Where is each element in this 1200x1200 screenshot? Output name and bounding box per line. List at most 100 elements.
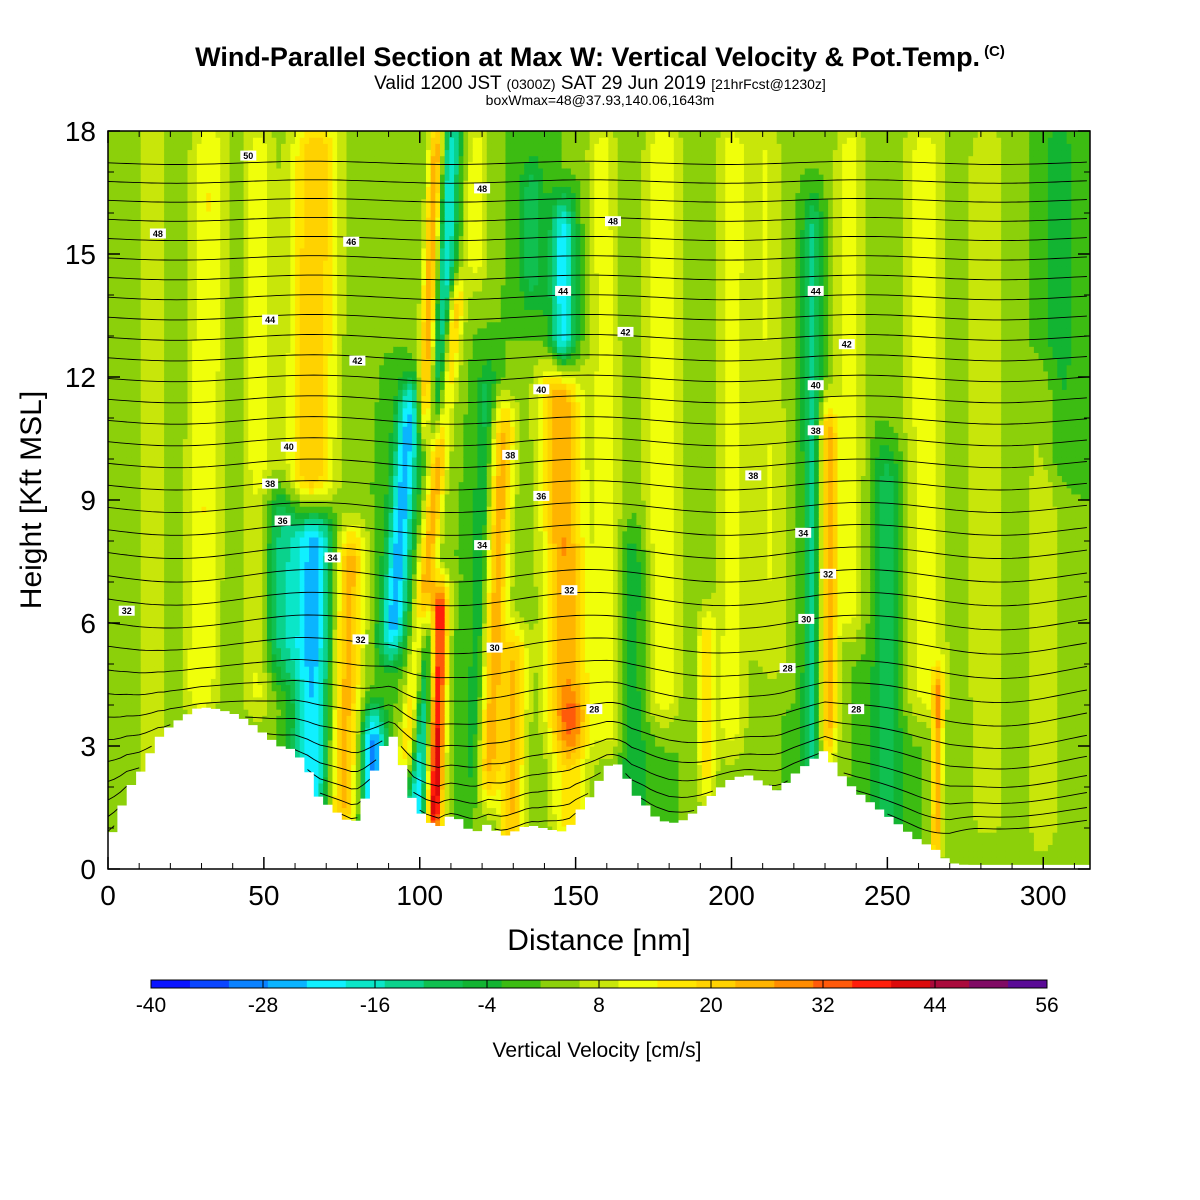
w-cell <box>122 303 127 310</box>
w-cell <box>150 309 155 316</box>
w-cell <box>117 174 122 181</box>
w-cell <box>131 648 136 655</box>
w-cell <box>127 525 132 532</box>
w-cell <box>113 408 118 415</box>
w-cell <box>117 764 122 771</box>
w-cell <box>122 512 127 519</box>
w-cell <box>145 543 150 550</box>
w-cell <box>145 291 150 298</box>
w-cell <box>117 746 122 753</box>
w-cell <box>127 635 132 642</box>
w-cell <box>108 383 113 390</box>
w-cell <box>145 223 150 230</box>
w-cell <box>155 586 160 593</box>
w-cell <box>127 555 132 562</box>
w-cell <box>150 457 155 464</box>
w-cell <box>145 617 150 624</box>
w-cell <box>155 432 160 439</box>
w-cell <box>127 334 132 341</box>
w-cell <box>117 568 122 575</box>
w-cell <box>117 131 122 138</box>
w-cell <box>150 629 155 636</box>
w-cell <box>150 149 155 156</box>
w-cell <box>155 168 160 175</box>
w-cell <box>108 746 113 753</box>
w-cell <box>108 389 113 396</box>
w-cell <box>159 500 164 507</box>
w-cell <box>150 137 155 144</box>
w-cell <box>141 131 146 138</box>
w-cell <box>117 648 122 655</box>
w-cell <box>122 260 127 267</box>
w-cell <box>159 389 164 396</box>
w-cell <box>113 660 118 667</box>
w-cell <box>159 395 164 402</box>
w-cell <box>131 685 136 692</box>
w-cell <box>136 402 141 409</box>
w-cell <box>155 439 160 446</box>
w-cell <box>145 149 150 156</box>
w-cell <box>127 260 132 267</box>
w-cell <box>117 562 122 569</box>
w-cell <box>108 168 113 175</box>
w-cell <box>164 598 169 605</box>
w-cell <box>122 580 127 587</box>
w-cell <box>113 728 118 735</box>
w-cell <box>150 217 155 224</box>
w-cell <box>159 611 164 618</box>
w-cell <box>145 574 150 581</box>
w-cell <box>164 648 169 655</box>
w-cell <box>150 617 155 624</box>
w-cell <box>127 678 132 685</box>
w-cell <box>141 740 146 747</box>
w-cell <box>122 451 127 458</box>
w-cell <box>127 562 132 569</box>
w-cell <box>117 186 122 193</box>
w-cell <box>131 654 136 661</box>
w-cell <box>145 309 150 316</box>
w-cell <box>159 377 164 384</box>
w-cell <box>159 457 164 464</box>
w-cell <box>113 549 118 556</box>
w-cell <box>155 162 160 169</box>
w-cell <box>159 322 164 329</box>
w-cell <box>117 475 122 482</box>
w-cell <box>127 383 132 390</box>
w-cell <box>122 285 127 292</box>
w-cell <box>155 611 160 618</box>
w-cell <box>155 660 160 667</box>
w-cell <box>150 180 155 187</box>
w-cell <box>117 439 122 446</box>
w-cell <box>131 740 136 747</box>
w-cell <box>122 309 127 316</box>
w-cell <box>108 223 113 230</box>
w-cell <box>145 346 150 353</box>
w-cell <box>159 494 164 501</box>
w-cell <box>159 654 164 661</box>
w-cell <box>131 193 136 200</box>
w-cell <box>155 598 160 605</box>
w-cell <box>155 285 160 292</box>
w-cell <box>117 395 122 402</box>
w-cell <box>113 580 118 587</box>
w-cell <box>122 555 127 562</box>
w-cell <box>141 168 146 175</box>
w-cell <box>113 752 118 759</box>
w-cell <box>113 186 118 193</box>
w-cell <box>145 414 150 421</box>
w-cell <box>113 801 118 808</box>
w-cell <box>141 586 146 593</box>
w-cell <box>108 402 113 409</box>
w-cell <box>113 340 118 347</box>
w-cell <box>117 457 122 464</box>
w-cell <box>113 654 118 661</box>
w-cell <box>117 734 122 741</box>
w-cell <box>108 801 113 808</box>
w-cell <box>113 709 118 716</box>
w-cell <box>131 568 136 575</box>
w-cell <box>150 383 155 390</box>
w-cell <box>127 494 132 501</box>
w-cell <box>159 586 164 593</box>
w-cell <box>145 672 150 679</box>
w-cell <box>122 537 127 544</box>
